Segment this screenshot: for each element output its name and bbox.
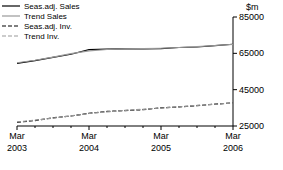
series-line [17,44,233,63]
x-tick [197,126,198,128]
legend-swatch [2,35,20,36]
x-tick-label: Mar2005 [151,131,171,153]
y-tick [233,89,237,90]
y-tick-label: 25000 [239,121,264,131]
x-tick [233,126,234,130]
chart: 25000 45000 65000 85000$m Mar2003 Mar2004 Mar2… [0,0,283,170]
y-tick-label: 45000 [239,85,264,95]
x-tick-label: Mar2006 [223,131,243,153]
x-tick [89,126,90,130]
x-tick [143,126,144,128]
y-tick-label: 85000 [239,12,264,22]
y-axis [233,17,234,126]
x-tick [71,126,72,128]
legend-swatch [2,5,20,6]
x-tick [161,126,162,130]
series-line [17,44,233,62]
plot-lines [17,44,233,122]
legend-label: Trend Sales [24,12,67,21]
legend-swatch [2,25,20,26]
y-tick-label: 65000 [239,48,264,58]
x-tick [107,126,108,128]
series-line [17,103,233,122]
series-line [17,103,233,123]
x-tick [215,126,216,128]
x-tick [53,126,54,128]
x-tick [125,126,126,128]
y-tick [233,126,237,127]
x-tick [17,126,18,130]
y-tick [233,17,237,18]
y-tick [233,53,237,54]
y-label: $m [246,2,259,12]
x-tick [35,126,36,128]
x-tick [179,126,180,128]
legend-label: Trend Inv. [24,32,59,41]
legend-swatch [2,15,20,16]
x-tick-label: Mar2003 [7,131,27,153]
legend-label: Seas.adj. Inv. [24,22,72,31]
x-tick-label: Mar2004 [79,131,99,153]
legend-label: Seas.adj. Sales [24,2,80,11]
